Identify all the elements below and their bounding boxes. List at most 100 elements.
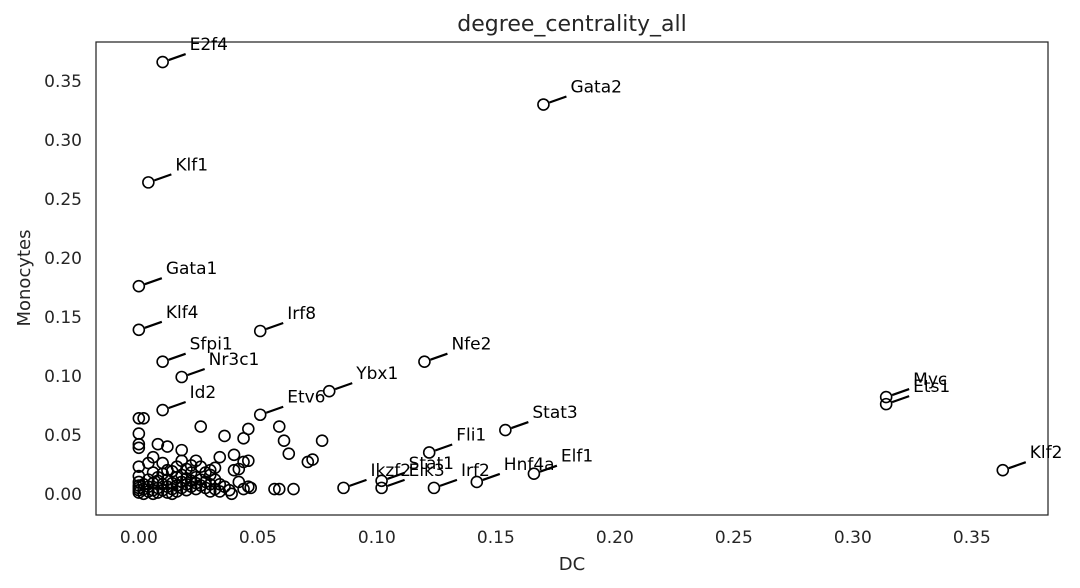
y-tick-label: 0.00 [44,485,82,505]
x-tick-label: 0.10 [358,528,396,548]
label-leader-line [1008,461,1027,470]
data-point [146,466,160,479]
x-tick-label: 0.00 [120,528,158,548]
point-label: Ets1 [913,377,950,397]
x-tick-label: 0.20 [596,528,634,548]
point-label: Klf2 [1030,443,1063,463]
label-leader-line [168,400,187,410]
y-tick-label: 0.10 [44,367,82,387]
data-point [422,446,436,459]
data-point [132,323,146,337]
x-axis-label: DC [559,554,585,575]
x-axis: 0.00 0.05 0.10 0.15 0.20 0.25 0.30 0.35 [120,528,991,548]
data-point [132,437,146,451]
label-leader-line [334,382,353,391]
x-tick-label: 0.05 [239,528,277,548]
data-point [175,468,188,482]
label-leader-line [387,478,405,487]
data-point [322,384,336,398]
label-leader-line [153,173,172,182]
data-point [242,454,255,468]
data-point [427,481,441,495]
label-leader-line [349,478,367,487]
y-axis-label: Monocytes [14,229,35,326]
label-leader-line [439,478,458,487]
point-label: Gata2 [570,78,622,98]
data-point [244,481,257,495]
label-leader-line [144,320,163,329]
y-axis: 0.00 0.05 0.10 0.15 0.20 0.25 0.30 0.35 [44,72,82,505]
label-leader-line [168,352,187,361]
data-point [156,403,169,417]
y-tick-label: 0.35 [44,72,82,92]
x-tick-label: 0.25 [715,528,753,548]
data-point [227,448,241,462]
point-label: Gata1 [166,259,218,279]
point-label: Stat3 [532,403,577,423]
data-point [137,411,150,425]
label-leader-line [539,464,558,473]
x-tick-label: 0.30 [834,528,872,548]
y-tick-label: 0.30 [44,131,82,151]
data-point [499,423,512,437]
x-tick-label: 0.35 [953,528,991,548]
point-label: Irf2 [461,461,490,481]
data-point [277,434,291,447]
data-point [213,450,227,464]
data-point [315,434,329,447]
data-point [996,463,1010,477]
point-label: Irf8 [287,304,316,324]
data-point [218,429,231,443]
data-point [306,453,319,466]
label-leader-line [891,395,910,404]
y-tick-label: 0.15 [44,308,82,328]
y-tick-label: 0.05 [44,426,82,446]
label-leader-line [430,352,448,361]
label-leader-line [265,405,284,414]
y-tick-label: 0.25 [44,190,82,210]
data-point [175,443,188,457]
label-leader-line [891,388,910,397]
data-point [287,482,300,496]
data-point [146,450,160,464]
point-label: Etv6 [287,388,325,408]
data-point [253,324,267,338]
y-tick-label: 0.20 [44,249,82,269]
data-point [418,355,431,368]
x-tick-label: 0.15 [477,528,515,548]
data-point [242,422,255,436]
data-point [194,420,208,433]
point-label: Myc [913,370,947,390]
data-point [879,390,893,404]
data-point [527,467,541,481]
point-label: Stat1 [409,454,454,474]
chart-title: degree_centrality_all [457,12,686,37]
data-point [175,370,188,384]
point-label: Hnf4a [504,455,555,475]
data-point [537,98,550,111]
data-point [132,441,146,455]
data-point [272,482,286,496]
label-leader-line [187,367,206,377]
data-point [132,427,146,440]
label-leader-line [482,472,501,482]
data-point [253,408,267,422]
data-point [184,459,198,472]
data-point [272,420,286,433]
point-label: Nfe2 [451,335,491,355]
label-leader-line [434,443,453,452]
point-label: Nr3c1 [209,350,260,370]
data-point [282,447,296,460]
data-point [237,455,250,469]
data-point [337,481,350,495]
data-point [132,411,146,425]
point-label: Klf4 [166,303,199,323]
point-labels: E2f4 Gata2 Klf1 Gata1 Klf4 Irf8 Sfpi1 Nfe2 Nr3c1… [144,35,1063,487]
label-leader-line [549,95,567,104]
data-point [375,474,388,488]
data-points [132,55,1010,501]
data-point [151,437,165,451]
plot-area-frame [95,41,1049,516]
point-label: Sfpi1 [190,335,233,355]
